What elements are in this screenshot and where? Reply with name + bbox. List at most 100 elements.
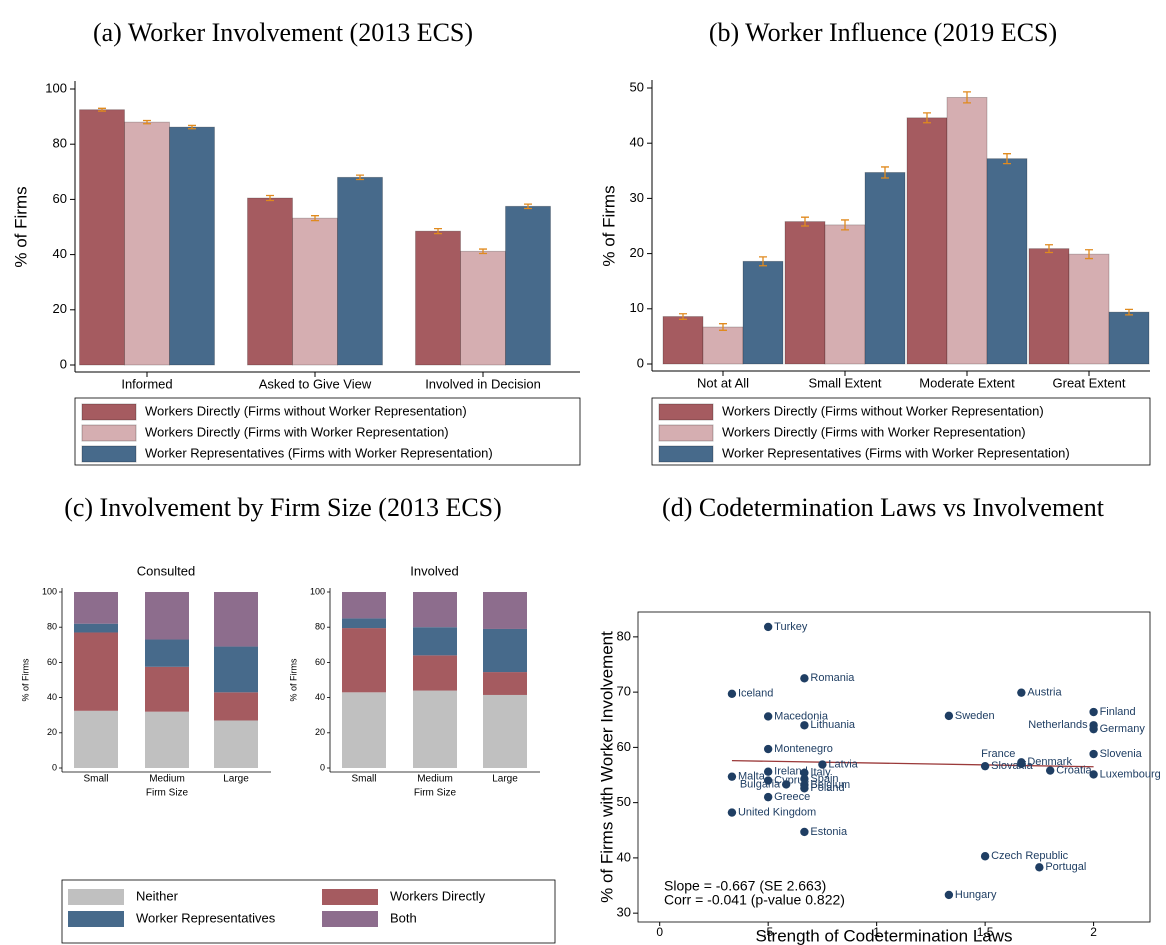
bar xyxy=(824,224,866,365)
bar-segment xyxy=(413,627,457,656)
point xyxy=(763,712,773,721)
y-tick-label: 40 xyxy=(630,135,644,150)
x-tick-label: Moderate Extent xyxy=(919,375,1015,390)
y-tick-label: 80 xyxy=(53,136,67,151)
point-label: Iceland xyxy=(738,688,773,700)
x-axis-label: Firm Size xyxy=(414,788,457,799)
bar xyxy=(247,197,293,366)
error-bar xyxy=(524,203,532,210)
legend-label: Workers Directly (Firms with Worker Repr… xyxy=(145,424,449,439)
y-axis-label: % of Firms xyxy=(11,186,30,267)
y-axis-label: % of Firms xyxy=(599,185,618,266)
panel-title: (a) Worker Involvement (2013 ECS) xyxy=(93,18,473,47)
legend-label: Workers Directly xyxy=(390,888,486,903)
point-label: Belgium xyxy=(810,779,850,791)
error-bar xyxy=(1085,249,1093,260)
bar xyxy=(292,217,338,366)
error-bar xyxy=(1125,308,1133,316)
point xyxy=(1046,766,1055,775)
point-label: France xyxy=(981,748,1015,760)
error-bar xyxy=(719,323,727,331)
y-tick-label: 60 xyxy=(617,739,631,754)
point xyxy=(818,760,827,769)
bar xyxy=(460,250,506,366)
y-tick-label: 50 xyxy=(617,794,631,809)
legend-box xyxy=(74,397,581,466)
x-tick-label: Small xyxy=(351,774,376,785)
error-bar xyxy=(1003,153,1011,165)
bar xyxy=(864,172,906,365)
bar-segment xyxy=(342,628,386,693)
y-tick-label: 20 xyxy=(47,727,57,737)
bar xyxy=(986,158,1028,365)
legend-swatch xyxy=(322,889,378,905)
legend-label: Neither xyxy=(136,888,179,903)
bar xyxy=(662,316,704,365)
annotation: Corr = -0.041 (p-value 0.822) xyxy=(664,892,845,908)
point xyxy=(944,711,954,721)
bar-segment xyxy=(74,710,118,768)
x-tick-label: Asked to Give View xyxy=(259,376,372,391)
y-tick-label: 40 xyxy=(315,692,325,702)
bar xyxy=(124,121,170,366)
bar-segment xyxy=(145,639,189,667)
point-label: Latvia xyxy=(828,758,858,770)
y-tick-label: 80 xyxy=(617,628,631,643)
point xyxy=(727,689,737,698)
bar xyxy=(1028,248,1070,365)
point xyxy=(763,792,773,802)
bar-segment xyxy=(74,592,118,624)
bar xyxy=(505,205,551,366)
point-label: Austria xyxy=(1027,687,1062,699)
point xyxy=(1035,863,1044,872)
y-tick-label: 50 xyxy=(630,79,644,94)
bar xyxy=(946,96,988,365)
error-bar xyxy=(759,256,767,267)
bar-segment xyxy=(483,672,527,695)
legend-label: Both xyxy=(390,910,417,925)
point xyxy=(800,827,809,837)
error-bar xyxy=(434,228,442,235)
bar xyxy=(1108,311,1150,365)
point xyxy=(980,761,990,771)
bar xyxy=(784,221,826,365)
bar xyxy=(1068,253,1110,365)
panel-title: (b) Worker Influence (2019 ECS) xyxy=(709,18,1057,47)
bar-segment xyxy=(413,592,457,628)
point xyxy=(800,674,809,683)
point-label: Czech Republic xyxy=(991,850,1069,862)
x-tick-label: 1.5 xyxy=(977,925,994,939)
y-tick-label: 100 xyxy=(310,586,325,596)
legend-swatch xyxy=(68,889,124,905)
subplot-title: Consulted xyxy=(137,563,196,578)
bar-segment xyxy=(413,690,457,768)
y-tick-label: 10 xyxy=(630,300,644,315)
error-bar xyxy=(479,248,487,255)
error-bar xyxy=(98,107,106,112)
error-bar xyxy=(311,215,319,222)
point xyxy=(800,774,809,784)
legend-label: Worker Representatives xyxy=(136,910,276,925)
bar-segment xyxy=(342,592,386,619)
y-tick-label: 100 xyxy=(45,80,67,95)
x-tick-label: Large xyxy=(492,774,518,785)
legend-box xyxy=(651,397,1151,466)
bar-segment xyxy=(145,711,189,768)
y-tick-label: 100 xyxy=(42,586,57,596)
point xyxy=(1017,758,1026,767)
point xyxy=(1089,770,1098,779)
y-tick-label: 40 xyxy=(617,849,631,864)
legend-swatch xyxy=(68,911,124,927)
point-label: Montenegro xyxy=(774,743,833,755)
bar-segment xyxy=(145,666,189,712)
y-tick-label: 0 xyxy=(52,762,57,772)
bar xyxy=(337,176,383,366)
point-label: Turkey xyxy=(774,621,808,633)
point xyxy=(944,890,954,900)
legend-label: Workers Directly (Firms without Worker R… xyxy=(722,403,1044,418)
legend-box xyxy=(61,879,556,944)
point xyxy=(800,721,809,730)
bar-segment xyxy=(214,646,258,693)
x-tick-label: Small xyxy=(83,774,108,785)
point xyxy=(800,768,809,778)
